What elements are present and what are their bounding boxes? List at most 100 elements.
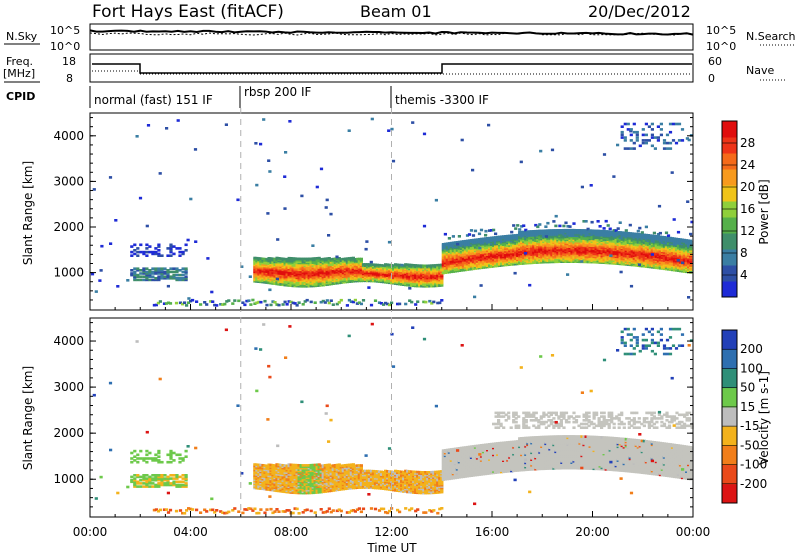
power-cell: [580, 260, 584, 263]
power-cell: [451, 241, 455, 245]
power-cell: [572, 244, 576, 247]
power-cell: [438, 278, 442, 282]
power-cell: [469, 245, 474, 249]
power-cell: [644, 254, 648, 257]
power-cell: [680, 270, 685, 273]
power-cell: [384, 268, 388, 272]
power-cell: [674, 244, 679, 248]
power-cell: [305, 279, 309, 283]
power-cell: [568, 238, 572, 242]
power-cell: [596, 257, 600, 260]
power-cell: [624, 263, 628, 266]
power-cell: [277, 283, 281, 286]
power-cell: [335, 279, 339, 282]
power-cell: [534, 254, 538, 258]
power-cell: [311, 273, 315, 277]
power-cell: [494, 264, 498, 268]
power-cell: [650, 253, 654, 256]
power-cell: [498, 263, 502, 266]
power-cell: [475, 245, 480, 248]
power-cell: [398, 302, 402, 306]
power-cell: [394, 268, 398, 272]
power-cell: [514, 246, 518, 249]
power-cell: [672, 245, 677, 249]
power-cell: [594, 261, 598, 264]
power-cell: [506, 236, 510, 239]
power-cell: [534, 240, 538, 244]
power-cell: [550, 236, 554, 239]
power-cell: [266, 212, 270, 215]
power-cell: [313, 284, 317, 288]
power-cell: [506, 256, 510, 260]
power-cell: [594, 256, 598, 260]
power-cell: [447, 262, 451, 266]
power-cell: [674, 241, 679, 245]
power-cell: [566, 260, 570, 263]
power-cell: [504, 248, 508, 252]
power-cell: [522, 251, 526, 254]
power-cell: [481, 245, 486, 249]
power-cell: [508, 255, 512, 258]
power-cell: [588, 259, 592, 262]
power-cell: [486, 263, 490, 266]
power-cell: [291, 258, 295, 262]
power-cell: [504, 259, 508, 263]
power-cell: [624, 229, 628, 232]
power-cell: [594, 241, 598, 245]
power-cell: [428, 282, 432, 285]
power-cell: [479, 250, 484, 253]
power-cell: [475, 246, 480, 250]
power-cell: [498, 254, 502, 258]
power-cell: [596, 252, 600, 256]
power-cell: [257, 258, 261, 262]
power-cell: [616, 235, 620, 238]
power-cell: [500, 249, 504, 252]
power-cell: [351, 280, 355, 283]
power-cell: [616, 255, 620, 259]
power-cell: [422, 276, 426, 280]
power-cell: [540, 244, 544, 248]
power-cell: [443, 232, 447, 236]
power-cell: [518, 255, 522, 259]
power-cell: [420, 279, 424, 283]
power-cell: [520, 233, 524, 237]
power-cell: [451, 247, 455, 250]
power-cell: [608, 246, 612, 250]
power-cell: [504, 247, 508, 250]
power-cell: [335, 255, 339, 259]
power-cell: [598, 238, 602, 241]
power-cell: [540, 256, 544, 260]
power-cell: [566, 248, 570, 251]
power-cell: [343, 263, 347, 266]
power-cell: [650, 249, 654, 253]
power-cell: [522, 247, 526, 250]
power-cell: [299, 271, 303, 274]
power-cell: [532, 239, 536, 243]
power-cell: [263, 271, 267, 275]
power-cell: [275, 271, 279, 275]
power-cell: [596, 250, 600, 253]
power-cell: [341, 274, 345, 277]
power-cell: [469, 239, 474, 242]
power-cell: [457, 269, 461, 272]
power-cell: [516, 235, 520, 238]
power-cell: [654, 259, 658, 263]
power-cell: [133, 243, 137, 247]
power-cell: [622, 254, 626, 258]
power-cell: [410, 269, 414, 272]
power-cell: [402, 264, 406, 267]
power-cell: [610, 249, 614, 253]
power-cell: [335, 257, 339, 260]
power-cell: [273, 267, 277, 270]
power-cell: [492, 252, 496, 256]
power-cell: [261, 276, 265, 280]
power-cell: [584, 260, 588, 264]
power-cell: [630, 259, 634, 263]
power-cell: [530, 249, 534, 252]
power-cell: [504, 261, 508, 264]
power-cell: [680, 239, 685, 243]
power-cell: [133, 270, 137, 274]
power-cell: [426, 268, 430, 272]
power-cell: [301, 264, 305, 268]
power-cell: [386, 274, 390, 277]
